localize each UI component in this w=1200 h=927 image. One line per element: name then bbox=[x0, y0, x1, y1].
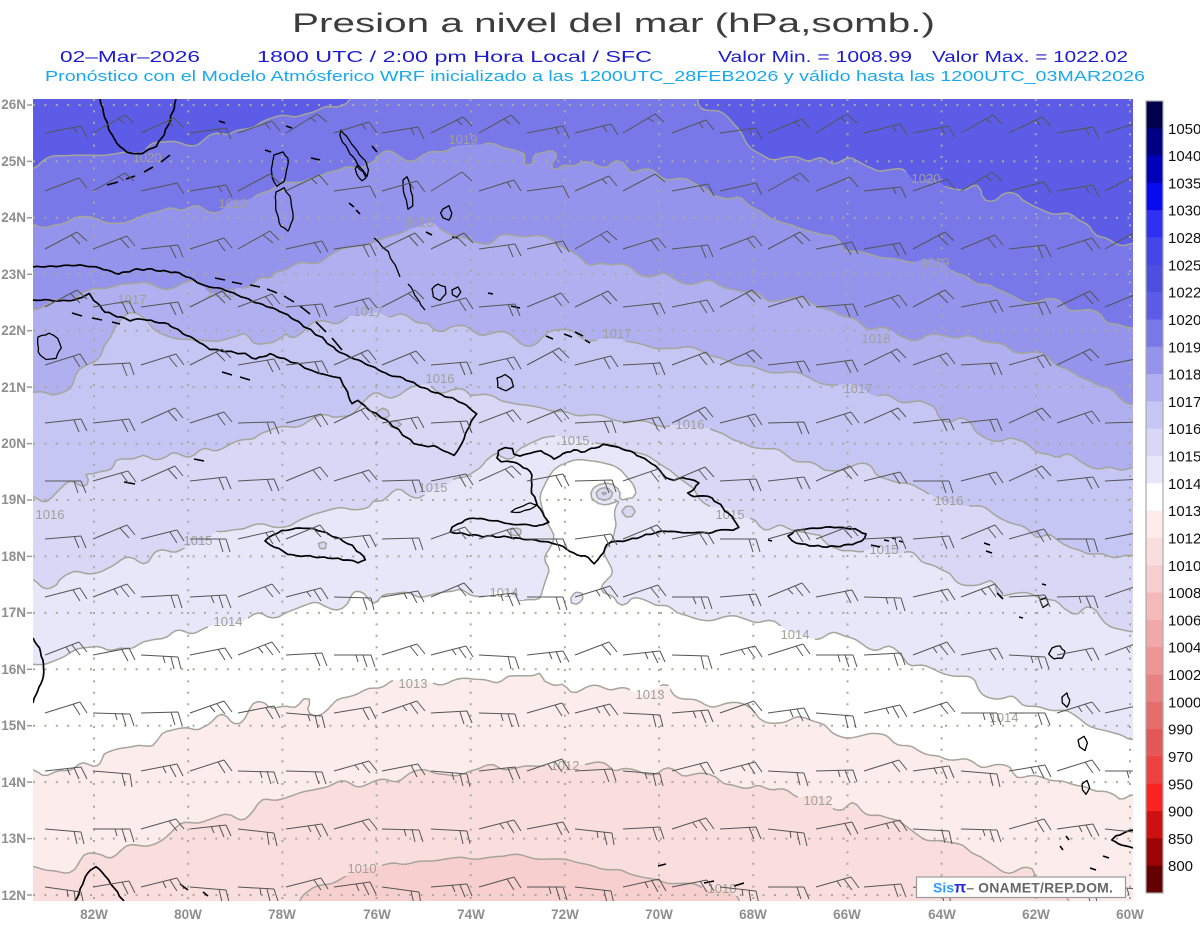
svg-text:1016: 1016 bbox=[36, 507, 65, 522]
svg-text:64W: 64W bbox=[928, 907, 956, 922]
svg-text:1015: 1015 bbox=[184, 533, 213, 548]
svg-text:1014: 1014 bbox=[214, 614, 243, 629]
svg-text:1017: 1017 bbox=[844, 381, 873, 396]
svg-text:13N: 13N bbox=[1, 831, 26, 846]
svg-text:1010: 1010 bbox=[1168, 558, 1200, 575]
svg-text:70W: 70W bbox=[645, 907, 673, 922]
svg-text:1018: 1018 bbox=[1168, 367, 1200, 384]
svg-text:1020: 1020 bbox=[1168, 312, 1200, 329]
svg-text:1800 UTC / 2:00 pm Hora Local: 1800 UTC / 2:00 pm Hora Local / SFC bbox=[257, 49, 652, 66]
svg-text:Valor Min. = 1008.99: Valor Min. = 1008.99 bbox=[718, 49, 912, 66]
svg-text:1016: 1016 bbox=[1168, 421, 1200, 438]
svg-text:02–Mar–2026: 02–Mar–2026 bbox=[60, 49, 200, 66]
svg-text:1015: 1015 bbox=[561, 433, 590, 448]
svg-text:1013: 1013 bbox=[636, 687, 665, 702]
svg-text:800: 800 bbox=[1168, 858, 1193, 875]
svg-text:1013: 1013 bbox=[1168, 503, 1200, 520]
svg-text:17N: 17N bbox=[1, 605, 26, 620]
svg-text:60W: 60W bbox=[1116, 907, 1144, 922]
svg-text:1014: 1014 bbox=[990, 710, 1019, 725]
svg-text:1018: 1018 bbox=[207, 285, 236, 300]
svg-text:19N: 19N bbox=[1, 492, 26, 507]
svg-text:900: 900 bbox=[1168, 804, 1193, 821]
svg-text:1012: 1012 bbox=[551, 758, 580, 773]
svg-text:1010: 1010 bbox=[708, 881, 737, 896]
svg-text:62W: 62W bbox=[1022, 907, 1050, 922]
svg-text:66W: 66W bbox=[833, 907, 861, 922]
svg-text:15N: 15N bbox=[1, 718, 26, 733]
svg-text:Sisπ– ONAMET/REP.DOM.: Sisπ– ONAMET/REP.DOM. bbox=[933, 880, 1113, 897]
svg-text:1014: 1014 bbox=[490, 585, 519, 600]
svg-text:1015: 1015 bbox=[1168, 449, 1200, 466]
svg-text:1040: 1040 bbox=[1168, 148, 1200, 165]
svg-text:1012: 1012 bbox=[1168, 531, 1200, 548]
svg-text:1017: 1017 bbox=[354, 304, 383, 319]
svg-text:950: 950 bbox=[1168, 776, 1193, 793]
svg-text:1035: 1035 bbox=[1168, 175, 1200, 192]
svg-text:1015: 1015 bbox=[419, 480, 448, 495]
svg-text:1000: 1000 bbox=[1168, 694, 1200, 711]
svg-text:1017: 1017 bbox=[118, 292, 147, 307]
svg-text:Valor Max. = 1022.02: Valor Max. = 1022.02 bbox=[932, 49, 1128, 66]
svg-text:Presion a nivel del mar (hPa,s: Presion a nivel del mar (hPa,somb.) bbox=[292, 8, 935, 38]
svg-text:1010: 1010 bbox=[348, 861, 377, 876]
svg-text:1017: 1017 bbox=[1168, 394, 1200, 411]
svg-text:1018: 1018 bbox=[862, 331, 891, 346]
svg-text:12N: 12N bbox=[1, 888, 26, 903]
svg-text:1016: 1016 bbox=[676, 417, 705, 432]
svg-text:14N: 14N bbox=[1, 775, 26, 790]
svg-text:1030: 1030 bbox=[1168, 203, 1200, 220]
svg-text:74W: 74W bbox=[457, 907, 485, 922]
svg-text:850: 850 bbox=[1168, 831, 1193, 848]
svg-text:1008: 1008 bbox=[1168, 585, 1200, 602]
svg-text:1014: 1014 bbox=[1168, 476, 1200, 493]
svg-text:1012: 1012 bbox=[804, 793, 833, 808]
svg-text:1019: 1019 bbox=[219, 196, 248, 211]
svg-text:1002: 1002 bbox=[1168, 667, 1200, 684]
svg-text:1019: 1019 bbox=[1168, 339, 1200, 356]
svg-text:1016: 1016 bbox=[935, 493, 964, 508]
svg-text:1025: 1025 bbox=[1168, 257, 1200, 274]
svg-text:76W: 76W bbox=[363, 907, 391, 922]
svg-text:1020: 1020 bbox=[912, 171, 941, 186]
svg-text:24N: 24N bbox=[1, 210, 26, 225]
svg-text:78W: 78W bbox=[268, 907, 296, 922]
svg-text:16N: 16N bbox=[1, 662, 26, 677]
svg-text:1020: 1020 bbox=[133, 150, 162, 165]
svg-text:22N: 22N bbox=[1, 323, 26, 338]
svg-text:72W: 72W bbox=[551, 907, 579, 922]
svg-text:1028: 1028 bbox=[1168, 230, 1200, 247]
svg-text:1019: 1019 bbox=[449, 132, 478, 147]
svg-text:1006: 1006 bbox=[1168, 612, 1200, 629]
svg-text:26N: 26N bbox=[1, 97, 26, 112]
svg-text:25N: 25N bbox=[1, 154, 26, 169]
svg-text:82W: 82W bbox=[80, 907, 108, 922]
svg-text:1017: 1017 bbox=[603, 326, 632, 341]
svg-text:1018: 1018 bbox=[405, 215, 434, 230]
svg-text:21N: 21N bbox=[1, 380, 26, 395]
svg-text:1016: 1016 bbox=[426, 371, 455, 386]
svg-text:20N: 20N bbox=[1, 436, 26, 451]
svg-text:1015: 1015 bbox=[870, 542, 899, 557]
svg-text:1019: 1019 bbox=[921, 255, 950, 270]
svg-text:1013: 1013 bbox=[399, 676, 428, 691]
svg-text:1022: 1022 bbox=[1168, 285, 1200, 302]
svg-text:1014: 1014 bbox=[781, 627, 810, 642]
svg-text:970: 970 bbox=[1168, 749, 1193, 766]
svg-text:23N: 23N bbox=[1, 267, 26, 282]
svg-text:18N: 18N bbox=[1, 549, 26, 564]
svg-text:Pronóstico con el Modelo Atmós: Pronóstico con el Modelo Atmósferico WRF… bbox=[45, 68, 1145, 85]
svg-text:990: 990 bbox=[1168, 722, 1193, 739]
svg-text:80W: 80W bbox=[174, 907, 202, 922]
svg-text:1050: 1050 bbox=[1168, 121, 1200, 138]
svg-text:1004: 1004 bbox=[1168, 640, 1200, 657]
svg-text:68W: 68W bbox=[739, 907, 767, 922]
